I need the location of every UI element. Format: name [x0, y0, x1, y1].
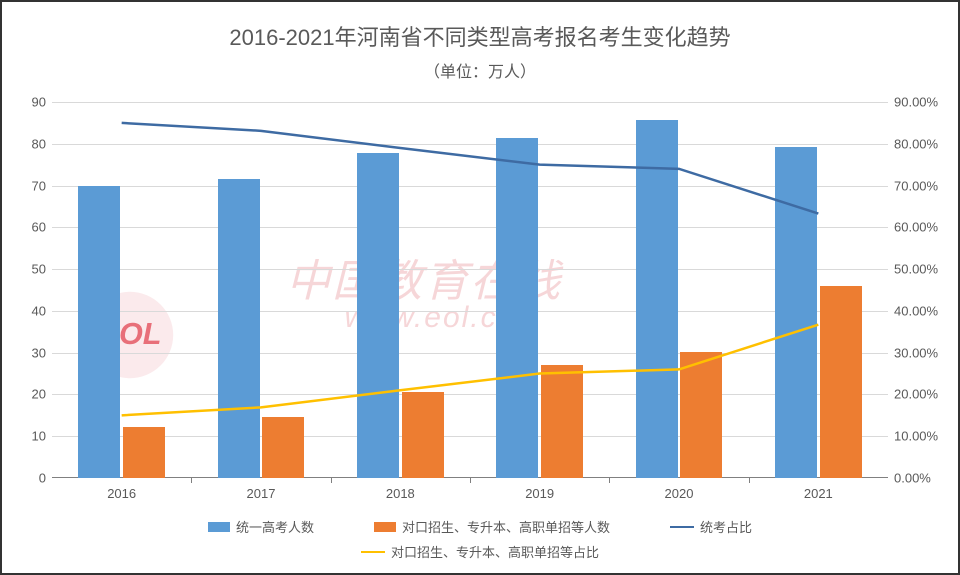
legend-item-line1: 统考占比: [670, 517, 752, 536]
line-series2: [122, 325, 819, 416]
plot-area: EOL 中国教育在线 www.eol.cn 010203040506070809…: [52, 102, 888, 478]
legend-item-line2: 对口招生、专升本、高职单招等占比: [361, 542, 599, 561]
y-left-tick-label: 10: [32, 429, 46, 444]
x-tick-label: 2018: [386, 486, 415, 501]
y-right-tick-label: 20.00%: [894, 387, 938, 402]
y-right-tick-label: 30.00%: [894, 345, 938, 360]
y-left-tick-label: 0: [39, 471, 46, 486]
legend-swatch: [361, 551, 385, 553]
x-tick-label: 2021: [804, 486, 833, 501]
y-right-tick-label: 70.00%: [894, 178, 938, 193]
line-layer: [52, 102, 888, 478]
y-left-tick-label: 50: [32, 262, 46, 277]
legend: 统一高考人数 对口招生、专升本、高职单招等人数 统考占比 对口招生、专升本、高职…: [2, 517, 958, 561]
y-left-tick-label: 70: [32, 178, 46, 193]
legend-item-bar1: 统一高考人数: [208, 517, 314, 536]
legend-label: 对口招生、专升本、高职单招等占比: [391, 542, 599, 561]
legend-label: 统考占比: [700, 517, 752, 536]
legend-item-bar2: 对口招生、专升本、高职单招等人数: [374, 517, 610, 536]
chart-subtitle: （单位：万人）: [2, 58, 958, 82]
y-right-tick-label: 10.00%: [894, 429, 938, 444]
y-left-tick-label: 60: [32, 220, 46, 235]
y-right-tick-label: 50.00%: [894, 262, 938, 277]
y-right-tick-label: 40.00%: [894, 303, 938, 318]
y-left-tick-label: 80: [32, 136, 46, 151]
y-right-tick-label: 60.00%: [894, 220, 938, 235]
legend-swatch: [670, 526, 694, 528]
chart-container: 2016-2021年河南省不同类型高考报名考生变化趋势 （单位：万人） EOL …: [0, 0, 960, 575]
y-right-tick-label: 80.00%: [894, 136, 938, 151]
y-left-tick-label: 20: [32, 387, 46, 402]
chart-title: 2016-2021年河南省不同类型高考报名考生变化趋势: [2, 20, 958, 52]
y-left-tick-label: 40: [32, 303, 46, 318]
y-left-tick-label: 90: [32, 95, 46, 110]
x-tick: [191, 478, 192, 483]
x-tick: [609, 478, 610, 483]
legend-label: 对口招生、专升本、高职单招等人数: [402, 517, 610, 536]
legend-swatch: [374, 522, 396, 532]
line-series1: [122, 123, 819, 214]
x-tick: [331, 478, 332, 483]
x-tick-label: 2019: [525, 486, 554, 501]
legend-label: 统一高考人数: [236, 517, 314, 536]
x-tick-label: 2016: [107, 486, 136, 501]
x-tick-label: 2020: [665, 486, 694, 501]
y-right-tick-label: 0.00%: [894, 471, 931, 486]
y-right-tick-label: 90.00%: [894, 95, 938, 110]
x-tick: [749, 478, 750, 483]
x-tick: [470, 478, 471, 483]
x-tick-label: 2017: [247, 486, 276, 501]
legend-swatch: [208, 522, 230, 532]
y-left-tick-label: 30: [32, 345, 46, 360]
